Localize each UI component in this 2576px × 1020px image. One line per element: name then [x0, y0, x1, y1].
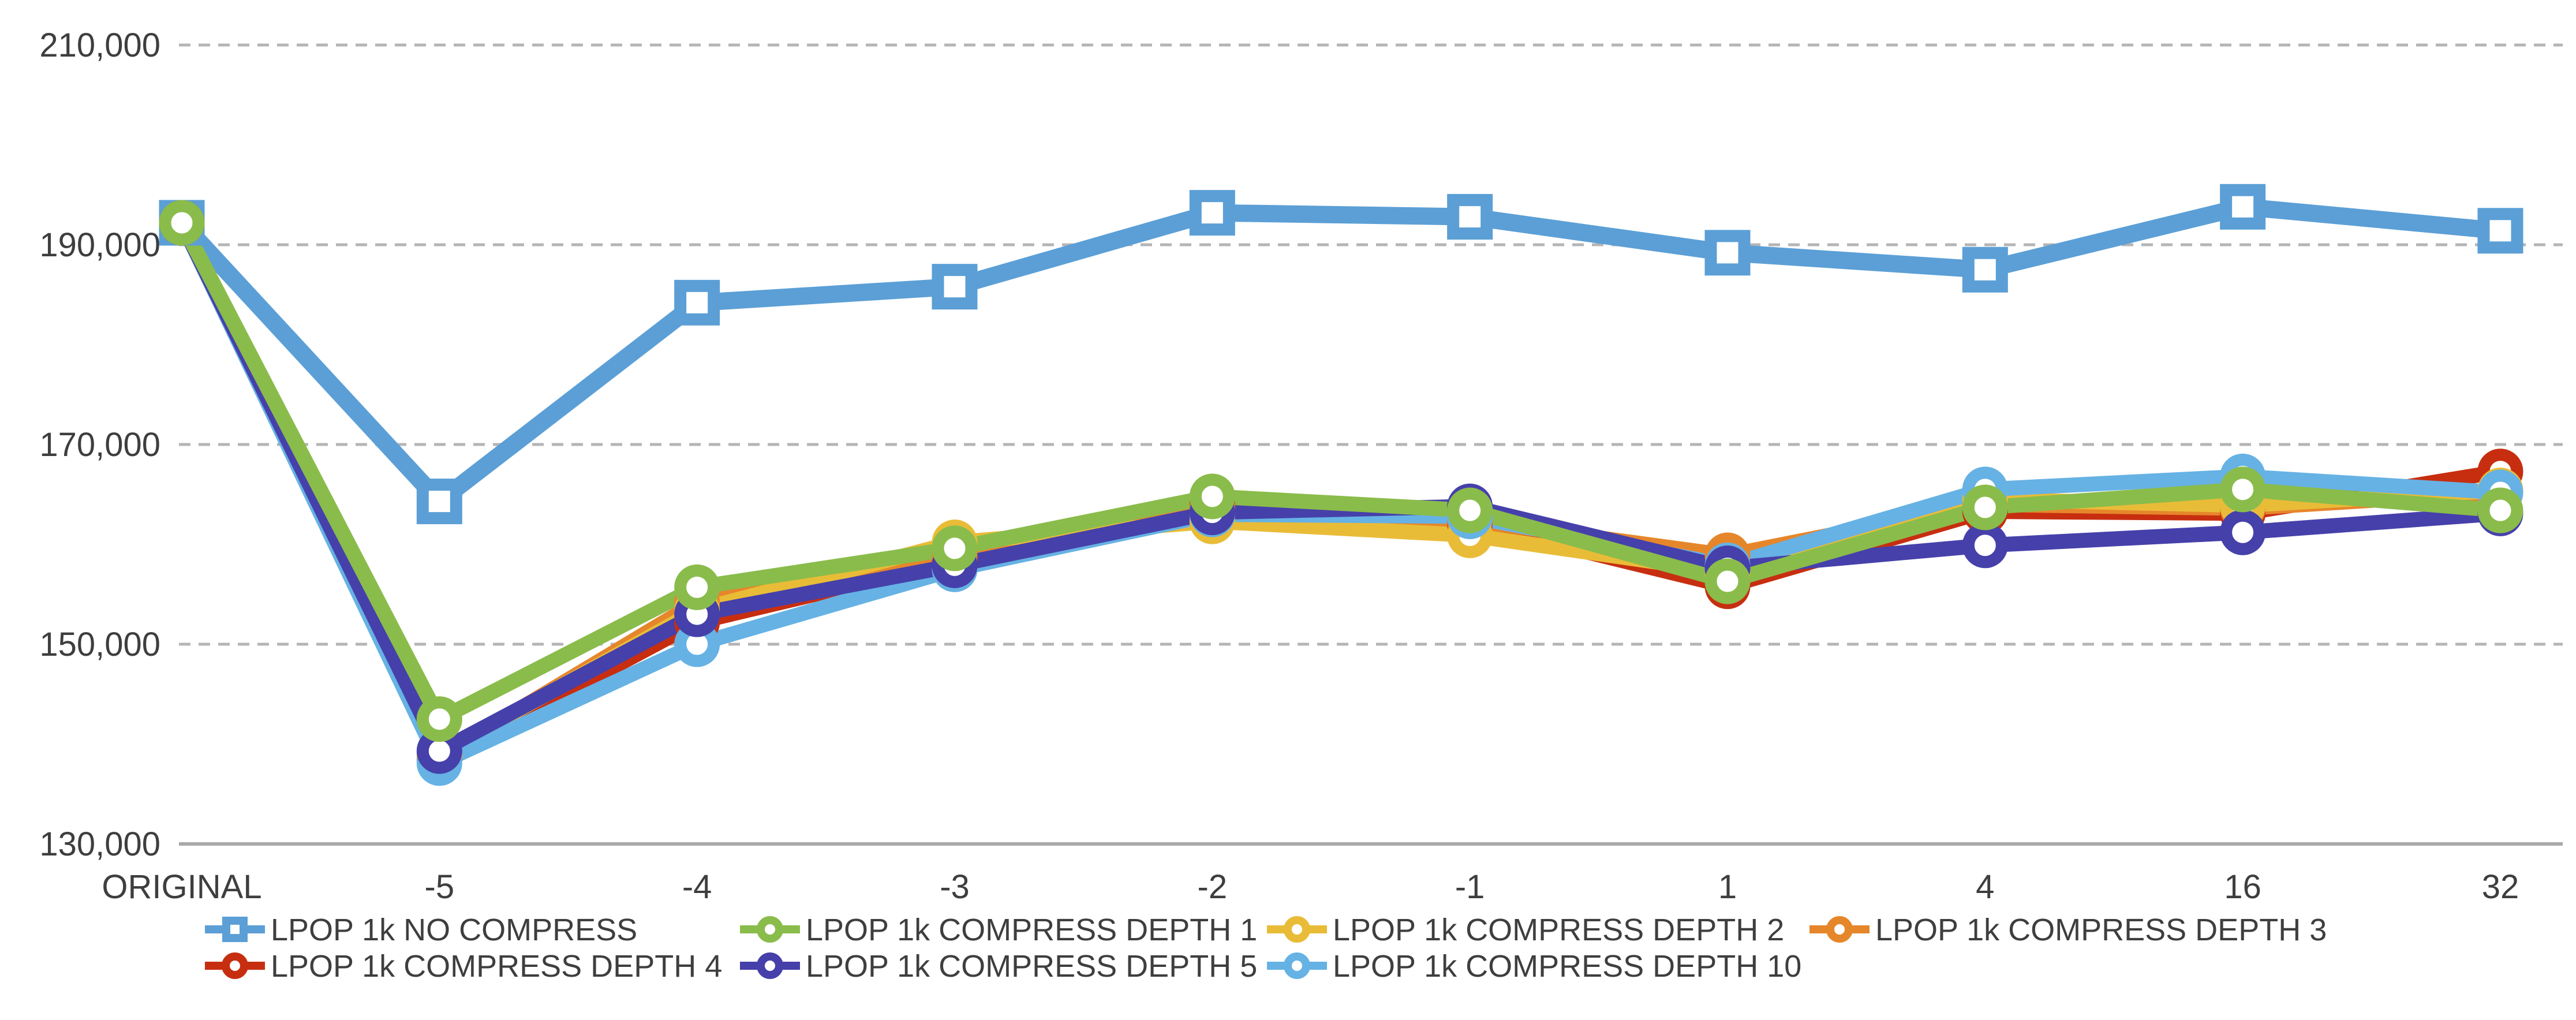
data-point-0-5[interactable]	[1447, 194, 1493, 240]
x-tick-label: ORIGINAL	[102, 868, 261, 906]
data-point-0-3[interactable]	[932, 264, 978, 310]
y-tick-label: 130,000	[39, 825, 160, 863]
x-tick-label: 1	[1718, 868, 1737, 906]
legend-label: LPOP 1k COMPRESS DEPTH 5	[806, 949, 1257, 984]
data-point-5-8[interactable]	[2220, 509, 2266, 555]
legend-item-1[interactable]: LPOP 1k COMPRESS DEPTH 1	[740, 913, 1257, 947]
data-point-0-8[interactable]	[2220, 184, 2266, 230]
data-point-5-7[interactable]	[1962, 522, 2008, 569]
x-tick-label: -5	[425, 868, 455, 906]
legend-marker-circle	[757, 916, 783, 943]
data-point-0-7[interactable]	[1962, 246, 2008, 293]
data-point-1-6[interactable]	[1704, 558, 1751, 604]
legend-item-3[interactable]: LPOP 1k COMPRESS DEPTH 3	[1809, 913, 2327, 947]
data-point-1-3[interactable]	[932, 525, 978, 571]
data-point-0-9[interactable]	[2477, 208, 2523, 254]
y-tick-label: 170,000	[39, 426, 160, 464]
x-tick-label: 16	[2224, 868, 2261, 906]
data-point-1-2[interactable]	[674, 564, 720, 610]
x-tick-label: -1	[1455, 868, 1485, 906]
legend-marker-circle	[757, 952, 783, 979]
x-tick-label: 4	[1976, 868, 1994, 906]
legend-marker-square	[222, 917, 248, 942]
legend-marker-circle	[222, 952, 248, 979]
data-point-1-1[interactable]	[416, 696, 462, 742]
data-point-1-5[interactable]	[1447, 487, 1493, 533]
series-line-1	[175, 219, 2502, 730]
y-tick-label: 190,000	[39, 226, 160, 264]
legend-item-4[interactable]: LPOP 1k COMPRESS DEPTH 4	[205, 949, 722, 984]
legend-marker-circle	[1284, 952, 1310, 979]
series-line-0	[175, 198, 2502, 513]
legend-label: LPOP 1k COMPRESS DEPTH 10	[1333, 949, 1801, 984]
x-tick-label: -2	[1198, 868, 1228, 906]
legend-item-6[interactable]: LPOP 1k COMPRESS DEPTH 10	[1267, 949, 1801, 984]
legend-label: LPOP 1k COMPRESS DEPTH 4	[271, 949, 722, 984]
data-point-0-4[interactable]	[1189, 190, 1235, 236]
y-tick-label: 210,000	[39, 27, 160, 64]
data-point-1-4[interactable]	[1189, 473, 1235, 520]
data-point-1-0[interactable]	[159, 200, 205, 246]
legend-item-0[interactable]: LPOP 1k NO COMPRESS	[205, 913, 637, 947]
legend-item-5[interactable]: LPOP 1k COMPRESS DEPTH 5	[740, 949, 1257, 984]
legend-item-2[interactable]: LPOP 1k COMPRESS DEPTH 2	[1267, 913, 1784, 947]
data-point-1-7[interactable]	[1962, 484, 2008, 530]
legend-label: LPOP 1k COMPRESS DEPTH 1	[806, 913, 1257, 947]
x-tick-label: -4	[682, 868, 712, 906]
legend-marker-circle	[1826, 916, 1853, 943]
data-point-1-8[interactable]	[2220, 466, 2266, 513]
x-tick-label: -3	[940, 868, 970, 906]
data-point-1-9[interactable]	[2477, 487, 2523, 533]
legend-label: LPOP 1k COMPRESS DEPTH 3	[1875, 913, 2327, 947]
data-point-0-1[interactable]	[416, 479, 462, 525]
data-point-0-2[interactable]	[674, 279, 720, 326]
legend-label: LPOP 1k COMPRESS DEPTH 2	[1333, 913, 1784, 947]
y-tick-label: 150,000	[39, 626, 160, 663]
data-point-0-6[interactable]	[1704, 230, 1751, 276]
legend-marker-circle	[1284, 916, 1310, 943]
legend-label: LPOP 1k NO COMPRESS	[271, 913, 637, 947]
x-tick-label: 32	[2482, 868, 2519, 906]
